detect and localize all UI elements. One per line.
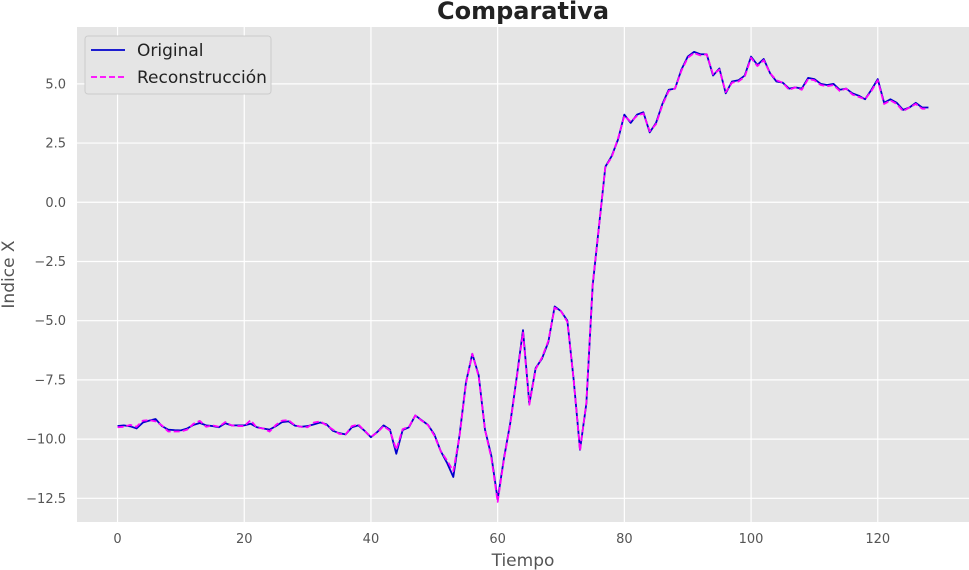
x-tick-label: 120 — [865, 532, 890, 547]
chart-title: Comparativa — [437, 0, 609, 25]
y-tick-label: 0.0 — [45, 196, 66, 211]
x-tick-label: 20 — [236, 532, 253, 547]
y-tick-label: −2.5 — [34, 255, 66, 270]
series-line-reconstruccion — [117, 52, 929, 503]
y-tick-label: −7.5 — [34, 373, 66, 388]
legend-label-reconstruccion: Reconstrucción — [137, 68, 267, 88]
legend-box — [84, 35, 272, 95]
grid — [77, 27, 969, 522]
x-tick-label: 60 — [489, 532, 506, 547]
y-tick-label: −12.5 — [26, 492, 66, 507]
y-tick-label: 2.5 — [45, 137, 66, 152]
y-tick-label: −5.0 — [34, 314, 66, 329]
x-tick-label: 0 — [113, 532, 121, 547]
x-tick-label: 40 — [363, 532, 380, 547]
x-ticks: 0 20 40 60 80 100 120 — [113, 532, 890, 547]
y-axis-label: Indice X — [0, 240, 19, 309]
plot-area — [77, 27, 969, 522]
y-ticks: −12.5 −10.0 −7.5 −5.0 −2.5 0.0 2.5 5.0 — [26, 77, 66, 506]
x-axis-label: Tiempo — [491, 551, 555, 570]
legend-label-original: Original — [137, 41, 204, 61]
y-tick-label: −10.0 — [26, 433, 66, 448]
y-tick-label: 5.0 — [45, 77, 66, 92]
x-tick-label: 100 — [739, 532, 764, 547]
x-tick-label: 80 — [616, 532, 633, 547]
legend: Original Reconstrucción — [84, 35, 272, 95]
series-group — [117, 50, 929, 503]
